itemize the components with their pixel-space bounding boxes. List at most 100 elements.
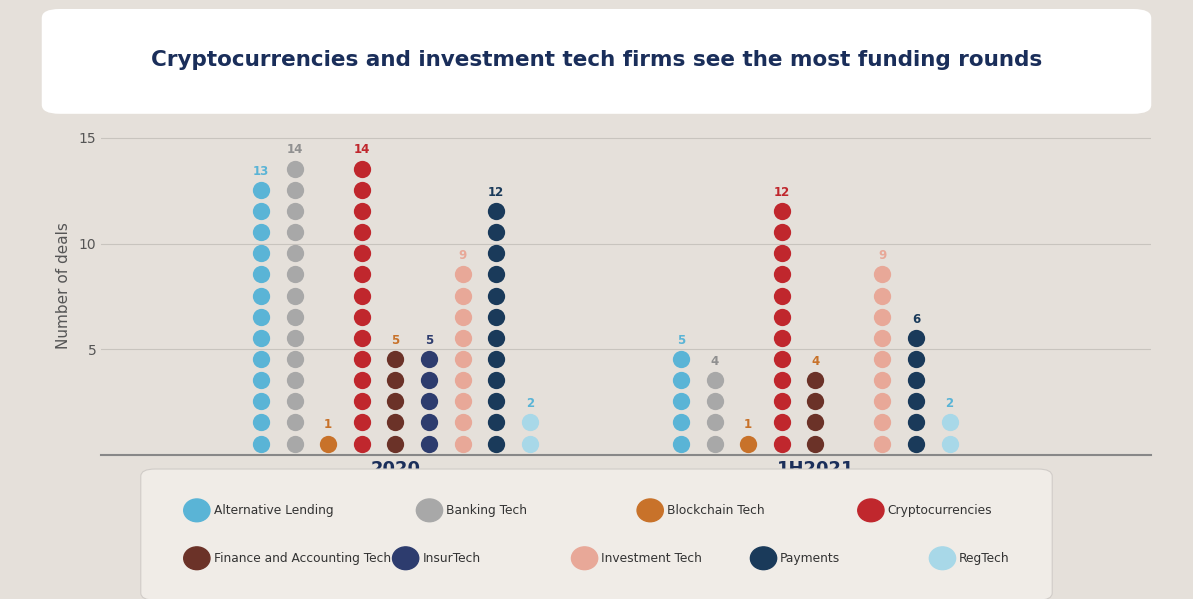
Text: 5: 5 <box>425 334 433 347</box>
Point <box>805 439 824 449</box>
Point <box>420 354 439 364</box>
Point <box>420 418 439 427</box>
Text: 14: 14 <box>353 143 370 156</box>
Point <box>453 312 472 322</box>
Point <box>252 333 271 343</box>
Point <box>285 270 304 279</box>
Point <box>487 291 506 300</box>
Point <box>705 376 724 385</box>
Point <box>285 397 304 406</box>
Point <box>672 418 691 427</box>
Point <box>352 312 371 322</box>
Point <box>385 376 404 385</box>
Point <box>772 291 791 300</box>
Point <box>420 376 439 385</box>
Point <box>772 376 791 385</box>
Point <box>772 333 791 343</box>
Point <box>907 376 926 385</box>
Point <box>907 333 926 343</box>
Text: Alternative Lending: Alternative Lending <box>214 504 333 517</box>
Text: 2: 2 <box>526 397 533 410</box>
Point <box>453 418 472 427</box>
Point <box>873 291 892 300</box>
Point <box>487 312 506 322</box>
Text: 5: 5 <box>676 334 685 347</box>
Point <box>705 397 724 406</box>
Point <box>487 397 506 406</box>
Point <box>487 227 506 237</box>
Point <box>487 333 506 343</box>
Point <box>252 376 271 385</box>
Point <box>352 397 371 406</box>
Text: 6: 6 <box>911 313 920 326</box>
Text: 4: 4 <box>710 355 718 368</box>
Point <box>873 376 892 385</box>
Point <box>352 185 371 195</box>
Text: Finance and Accounting Tech: Finance and Accounting Tech <box>214 552 390 565</box>
Point <box>352 206 371 216</box>
Point <box>940 418 959 427</box>
Point <box>453 354 472 364</box>
Text: 9: 9 <box>878 249 886 262</box>
Point <box>873 270 892 279</box>
Point <box>772 397 791 406</box>
Point <box>252 418 271 427</box>
Point <box>772 227 791 237</box>
Y-axis label: Number of deals: Number of deals <box>56 223 70 349</box>
Point <box>772 439 791 449</box>
Point <box>907 418 926 427</box>
Point <box>385 354 404 364</box>
Point <box>487 270 506 279</box>
Point <box>352 376 371 385</box>
Point <box>520 418 539 427</box>
Point <box>252 354 271 364</box>
Point <box>940 439 959 449</box>
Point <box>352 164 371 174</box>
Point <box>672 376 691 385</box>
Point <box>487 249 506 258</box>
Text: 14: 14 <box>286 143 303 156</box>
Point <box>252 249 271 258</box>
Text: InsurTech: InsurTech <box>422 552 481 565</box>
Point <box>672 397 691 406</box>
Point <box>873 397 892 406</box>
Point <box>520 439 539 449</box>
Point <box>285 376 304 385</box>
Point <box>252 227 271 237</box>
Point <box>772 418 791 427</box>
Point <box>285 312 304 322</box>
Text: 1: 1 <box>744 418 752 431</box>
Point <box>772 270 791 279</box>
Point <box>319 439 338 449</box>
Point <box>285 249 304 258</box>
Point <box>487 354 506 364</box>
Point <box>352 227 371 237</box>
Point <box>672 354 691 364</box>
Point <box>285 333 304 343</box>
Point <box>907 397 926 406</box>
Point <box>285 227 304 237</box>
Text: 4: 4 <box>811 355 820 368</box>
Text: Investment Tech: Investment Tech <box>601 552 703 565</box>
Point <box>285 291 304 300</box>
Point <box>420 397 439 406</box>
Point <box>705 418 724 427</box>
Point <box>252 206 271 216</box>
Point <box>285 206 304 216</box>
Text: Cryptocurrencies: Cryptocurrencies <box>888 504 993 517</box>
Point <box>453 333 472 343</box>
Point <box>285 185 304 195</box>
Text: 12: 12 <box>773 186 790 199</box>
Point <box>252 270 271 279</box>
Point <box>772 354 791 364</box>
Point <box>385 439 404 449</box>
Point <box>285 439 304 449</box>
Point <box>352 249 371 258</box>
Point <box>352 270 371 279</box>
Text: Payments: Payments <box>780 552 841 565</box>
Point <box>487 206 506 216</box>
Text: RegTech: RegTech <box>959 552 1009 565</box>
Point <box>873 439 892 449</box>
Point <box>772 249 791 258</box>
Point <box>772 312 791 322</box>
